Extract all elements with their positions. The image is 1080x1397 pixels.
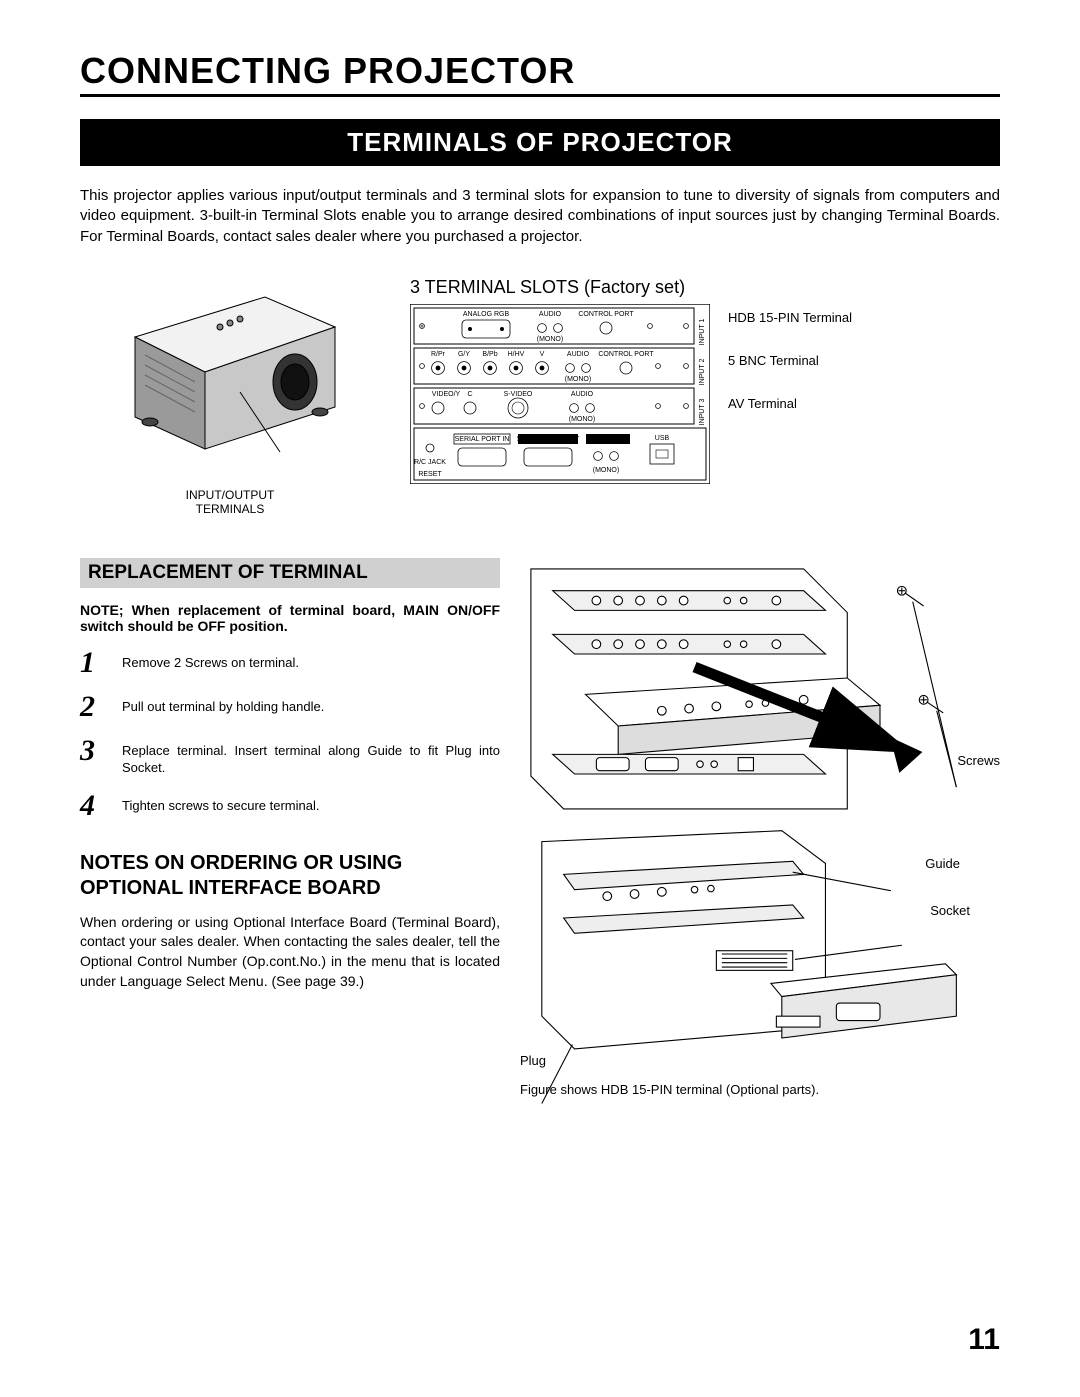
step-number: 4 [80, 791, 108, 821]
io-terminals-label: INPUT/OUTPUT TERMINALS [186, 488, 275, 516]
svg-text:H/HV: H/HV [508, 351, 525, 358]
svg-text:CONTROL PORT: CONTROL PORT [578, 311, 634, 318]
notes-body: When ordering or using Optional Interfac… [80, 913, 500, 991]
step-text: Remove 2 Screws on terminal. [122, 648, 299, 672]
svg-text:VIDEO/Y: VIDEO/Y [432, 391, 461, 398]
figure-caption: Figure shows HDB 15-PIN terminal (Option… [520, 1082, 819, 1097]
svg-text:ANALOG RGB: ANALOG RGB [463, 311, 510, 318]
step-3: 3 Replace terminal. Insert terminal alon… [80, 736, 500, 777]
svg-text:R/Pr: R/Pr [431, 351, 446, 358]
svg-text:INPUT 1: INPUT 1 [699, 318, 706, 345]
svg-text:AUDIO: AUDIO [571, 391, 594, 398]
replacement-banner: REPLACEMENT OF TERMINAL [80, 558, 500, 588]
step-4: 4 Tighten screws to secure terminal. [80, 791, 500, 821]
svg-text:(MONO): (MONO) [569, 416, 595, 423]
intro-paragraph: This projector applies various input/out… [80, 186, 1000, 247]
svg-text:(MONO): (MONO) [593, 467, 619, 474]
svg-text:C: C [467, 391, 472, 398]
svg-text:(MONO): (MONO) [565, 376, 591, 383]
svg-text:AUDIO: AUDIO [539, 311, 562, 318]
svg-text:SERIAL PORT IN: SERIAL PORT IN [455, 436, 510, 443]
terminal-slots-column: 3 TERMINAL SLOTS (Factory set) ANALOG RG… [410, 277, 1000, 484]
lower-section: REPLACEMENT OF TERMINAL NOTE; When repla… [80, 558, 1000, 1130]
notes-title: NOTES ON ORDERING OR USING OPTIONAL INTE… [80, 851, 500, 901]
terminal-slots-diagram: ANALOG RGB AUDIO (MONO) CONTROL PORT INP… [410, 304, 710, 484]
page-number: 11 [968, 1323, 1000, 1357]
svg-text:B/Pb: B/Pb [482, 351, 497, 358]
replacement-note: NOTE; When replacement of terminal board… [80, 602, 500, 634]
left-column: REPLACEMENT OF TERMINAL NOTE; When repla… [80, 558, 500, 1130]
projector-illustration-column: INPUT/OUTPUT TERMINALS [80, 277, 380, 518]
step-number: 1 [80, 648, 108, 678]
svg-text:INPUT 3: INPUT 3 [699, 398, 706, 425]
slot-label-3: AV Terminal [728, 396, 852, 411]
svg-text:G/Y: G/Y [458, 351, 470, 358]
slots-title: 3 TERMINAL SLOTS (Factory set) [410, 277, 1000, 298]
step-text: Pull out terminal by holding handle. [122, 692, 324, 716]
step-1: 1 Remove 2 Screws on terminal. [80, 648, 500, 678]
svg-text:CONTROL PORT: CONTROL PORT [598, 351, 654, 358]
right-column: Screws Guide Socket Plug Figure shows HD… [520, 558, 1000, 1130]
svg-text:USB: USB [655, 435, 670, 442]
svg-text:RESET: RESET [418, 471, 442, 478]
socket-label: Socket [930, 903, 970, 918]
svg-text:SERIAL PORT OUT: SERIAL PORT OUT [517, 436, 580, 443]
svg-text:(MONO): (MONO) [537, 336, 563, 343]
slot-label-2: 5 BNC Terminal [728, 353, 852, 368]
step-2: 2 Pull out terminal by holding handle. [80, 692, 500, 722]
page-title: CONNECTING PROJECTOR [80, 50, 1000, 97]
svg-text:INPUT 2: INPUT 2 [699, 358, 706, 385]
top-row: INPUT/OUTPUT TERMINALS 3 TERMINAL SLOTS … [80, 277, 1000, 518]
svg-text:AUDIO: AUDIO [567, 351, 590, 358]
step-text: Tighten screws to secure terminal. [122, 791, 319, 815]
replacement-diagram [520, 558, 1000, 1125]
screws-label: Screws [957, 753, 1000, 768]
svg-text:V: V [540, 351, 545, 358]
slot-label-1: HDB 15-PIN Terminal [728, 310, 852, 325]
svg-text:R/C JACK: R/C JACK [414, 459, 446, 466]
slot-label-list: HDB 15-PIN Terminal 5 BNC Terminal AV Te… [728, 304, 852, 411]
guide-label: Guide [925, 856, 960, 871]
svg-text:S-VIDEO: S-VIDEO [504, 391, 533, 398]
projector-illustration [95, 277, 365, 477]
step-number: 3 [80, 736, 108, 766]
step-text: Replace terminal. Insert terminal along … [122, 736, 500, 777]
section-banner: TERMINALS OF PROJECTOR [80, 119, 1000, 166]
plug-label: Plug [520, 1053, 546, 1068]
step-number: 2 [80, 692, 108, 722]
svg-text:AUDIO OUT: AUDIO OUT [589, 436, 629, 443]
step-list: 1 Remove 2 Screws on terminal. 2 Pull ou… [80, 648, 500, 821]
